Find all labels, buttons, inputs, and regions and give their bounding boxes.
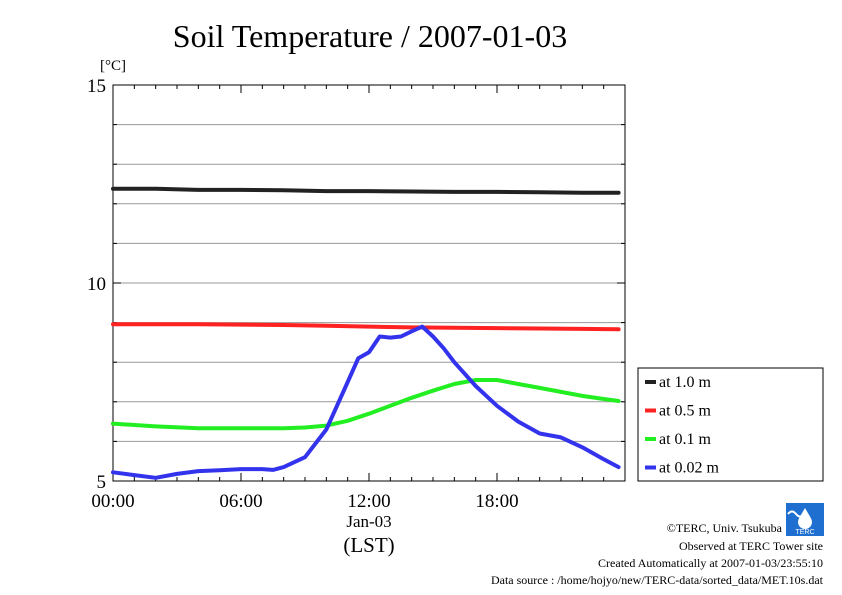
credit-created: Created Automatically at 2007-01-03/23:5… [598,556,823,570]
logo-water-drop-icon [798,508,812,529]
logo-text: TERC [795,529,814,536]
terc-logo: TERC [786,503,824,536]
credit-site: Observed at TERC Tower site [679,539,823,553]
y-tick-label: 15 [87,76,106,97]
series-line-at-1-0-m [111,186,621,195]
x-tick-label: 18:00 [475,491,518,512]
credit-source: Data source : /home/hojyo/new/TERC-data/… [491,573,824,587]
legend: at 1.0 m at 0.5 m at 0.1 m at 0.02 m [637,367,824,482]
x-tick-label: 12:00 [347,491,390,512]
series-line-at-0-5-m [111,322,621,332]
date-label: Jan-03 [346,512,391,531]
y-tick-label: 5 [97,472,107,493]
legend-label: at 0.1 m [659,431,712,448]
x-axis-label: (LST) [343,533,394,557]
x-tick-label: 00:00 [91,491,134,512]
y-axis-unit-label: [°C] [100,58,126,74]
x-tick-label: 06:00 [219,491,262,512]
legend-label: at 0.02 m [659,460,720,477]
series-line-at-0-02-m [111,324,621,480]
legend-label: at 0.5 m [659,403,712,420]
legend-box [637,367,824,482]
axis-ticks [112,84,626,482]
grid-lines [113,124,625,442]
credit-copyright: ©TERC, Univ. Tsukuba [667,521,783,535]
tick-labels: 5 10 15 00:00 06:00 12:00 18:00 [87,76,519,512]
legend-label: at 1.0 m [659,374,712,391]
data-series [111,186,621,480]
logo-wave-icon [787,510,805,518]
series-line-at-0-1-m [111,378,621,431]
y-tick-label: 10 [87,274,106,295]
chart-title: Soil Temperature / 2007-01-03 [173,18,567,54]
